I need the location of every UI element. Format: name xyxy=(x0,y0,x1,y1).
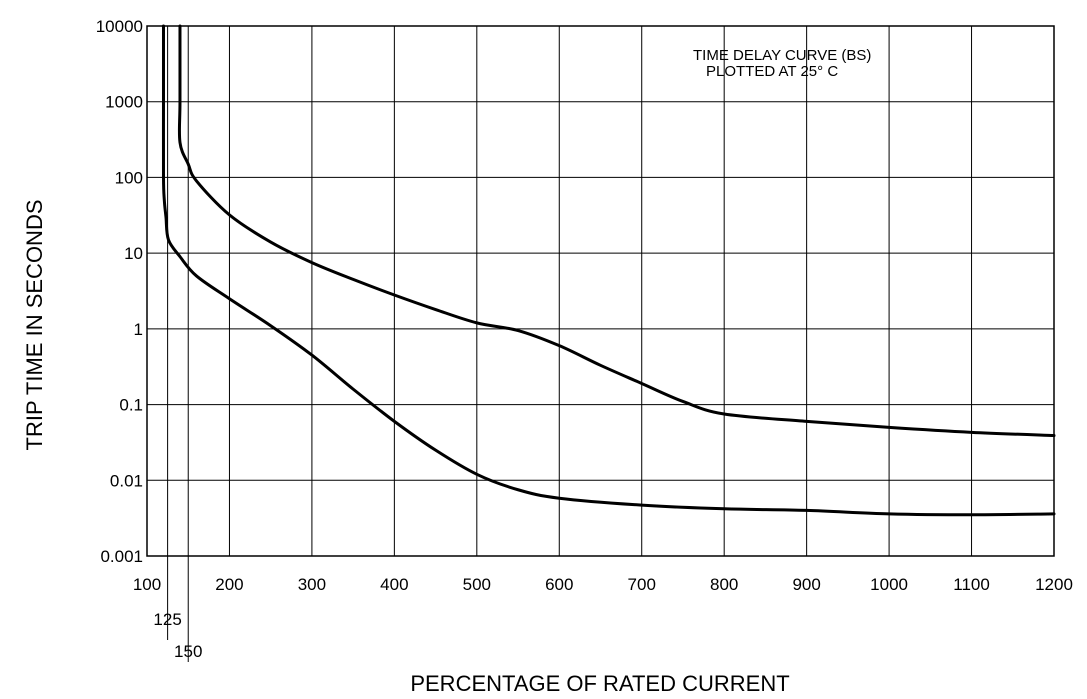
annotation-line-2: PLOTTED AT 25° C xyxy=(706,63,838,80)
x-tick-label-6: 700 xyxy=(628,575,656,594)
x-tick-label-11: 1200 xyxy=(1035,575,1073,594)
annotation-line-1: TIME DELAY CURVE (BS) xyxy=(693,47,871,64)
x-tick-label-9: 1000 xyxy=(870,575,908,594)
curves xyxy=(161,24,1056,517)
x-axis-title: PERCENTAGE OF RATED CURRENT xyxy=(410,671,789,696)
y-axis-title: TRIP TIME IN SECONDS xyxy=(22,199,47,450)
y-tick-label-1: 0.01 xyxy=(110,471,143,490)
x-tick-label-0: 100 xyxy=(133,575,161,594)
x-tick-label-extra-1: 150 xyxy=(174,642,202,661)
y-tick-label-2: 0.1 xyxy=(119,396,143,415)
x-tick-label-1: 200 xyxy=(215,575,243,594)
y-tick-label-6: 1000 xyxy=(105,93,143,112)
y-tick-label-4: 10 xyxy=(124,244,143,263)
y-tick-label-7: 10000 xyxy=(96,17,143,36)
y-tick-label-3: 1 xyxy=(134,320,143,339)
y-tick-label-0: 0.001 xyxy=(100,547,143,566)
y-tick-labels: 0.001 0.01 0.1 1 10 100 1000 10000 xyxy=(96,17,143,566)
x-tick-label-7: 800 xyxy=(710,575,738,594)
x-tick-label-2: 300 xyxy=(298,575,326,594)
x-tick-label-5: 600 xyxy=(545,575,573,594)
grid-lines xyxy=(147,25,1055,662)
trip-curve-2 xyxy=(177,24,1056,438)
y-tick-label-5: 100 xyxy=(115,168,143,187)
x-tick-label-4: 500 xyxy=(463,575,491,594)
trip-curve-1 xyxy=(161,24,1056,517)
x-tick-label-10: 1100 xyxy=(953,575,990,594)
x-tick-label-extra-0: 125 xyxy=(153,610,181,629)
x-tick-labels: 100 200 300 400 500 600 700 800 900 1000 1100 1200 1… xyxy=(133,575,1073,661)
x-tick-label-3: 400 xyxy=(380,575,408,594)
plot-frame xyxy=(146,25,1055,557)
x-tick-label-8: 900 xyxy=(792,575,820,594)
